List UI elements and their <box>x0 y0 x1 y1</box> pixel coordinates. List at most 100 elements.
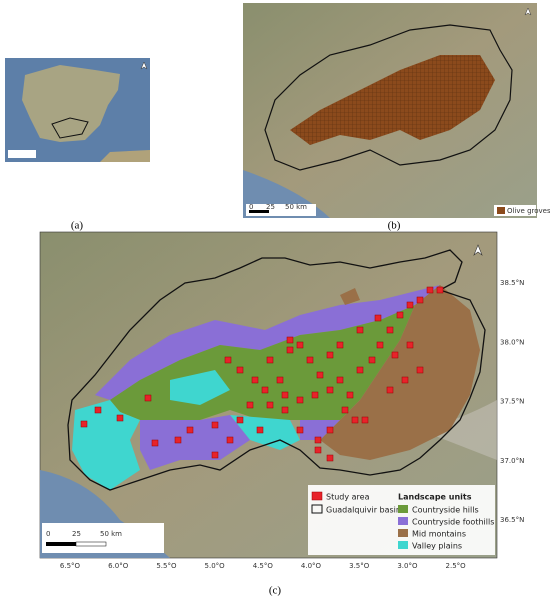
basin-outline <box>67 249 486 491</box>
iberia <box>22 65 120 142</box>
study-area <box>351 416 359 424</box>
study-area <box>116 414 124 422</box>
study-area <box>391 351 399 359</box>
legend-title: Landscape units <box>398 493 472 502</box>
study-area <box>356 326 364 334</box>
study-area <box>314 446 322 454</box>
scale-bar-fill <box>46 542 76 546</box>
scale-label: 0 <box>46 530 50 538</box>
lon-label: 5.5°O <box>156 562 177 570</box>
study-area <box>211 451 219 459</box>
study-area <box>401 376 409 384</box>
study-area <box>151 439 159 447</box>
north-arrow <box>140 61 148 70</box>
legend-swatch <box>398 541 408 549</box>
study-area <box>314 436 322 444</box>
study-area <box>211 421 219 429</box>
panel-label: (b) <box>388 220 401 232</box>
lat-label: 36.5°N <box>500 516 524 524</box>
scale-label: 25 <box>266 203 275 211</box>
study-area <box>396 311 404 319</box>
mountains <box>420 400 497 460</box>
study-area <box>236 416 244 424</box>
study-area <box>436 286 444 294</box>
study-area <box>416 296 424 304</box>
lon-label: 4.5°O <box>253 562 274 570</box>
study-area <box>326 386 334 394</box>
study-area <box>426 286 434 294</box>
olive-groves <box>290 55 495 145</box>
study-area <box>251 376 259 384</box>
study-area <box>341 406 349 414</box>
lon-label: 6.0°O <box>108 562 129 570</box>
study-area <box>94 406 102 414</box>
study-area <box>311 391 319 399</box>
countryside-foothills <box>95 285 440 400</box>
scale-bar <box>8 150 36 158</box>
legend-swatch <box>497 207 505 214</box>
study-area <box>296 341 304 349</box>
legend-swatch <box>311 504 323 514</box>
panel-b: 0 25 50 km Olive groves (b) <box>243 3 550 232</box>
study-area <box>406 301 414 309</box>
legend-swatch <box>311 491 323 501</box>
study-area <box>296 396 304 404</box>
study-area-points <box>80 286 444 462</box>
lat-label: 38.0°N <box>500 338 524 346</box>
study-area <box>326 426 334 434</box>
lat-label: 37.5°N <box>500 398 524 406</box>
study-area <box>416 366 424 374</box>
lon-label: 3.5°O <box>349 562 370 570</box>
study-area <box>281 391 289 399</box>
panel-label: (a) <box>71 220 84 232</box>
lat-label: 37.0°N <box>500 457 524 465</box>
legend-label: Guadalquivir basin <box>326 506 401 515</box>
legend-swatch <box>398 529 408 537</box>
legend-units: Countryside hills Countryside foothills Mi… <box>398 505 494 551</box>
study-area <box>174 436 182 444</box>
legend-swatch <box>398 505 408 513</box>
north-arrow <box>524 7 532 16</box>
study-area <box>286 346 294 354</box>
study-area <box>261 386 269 394</box>
study-area <box>356 366 364 374</box>
legend-label: Countryside foothills <box>412 518 494 527</box>
study-area <box>306 356 314 364</box>
study-area <box>226 436 234 444</box>
legend-label: Countryside hills <box>412 506 479 515</box>
study-area <box>144 394 152 402</box>
study-area <box>326 454 334 462</box>
study-area <box>266 356 274 364</box>
study-area <box>336 376 344 384</box>
lon-label: 2.5°O <box>446 562 467 570</box>
study-area <box>361 416 369 424</box>
study-area <box>326 351 334 359</box>
study-area <box>276 376 284 384</box>
study-area <box>386 326 394 334</box>
lon-label: 5.0°O <box>205 562 226 570</box>
study-area <box>186 426 194 434</box>
scale-label: 50 km <box>285 203 307 211</box>
africa <box>100 150 150 162</box>
panel-label: (c) <box>269 585 282 597</box>
legend-label: Olive groves <box>507 207 550 215</box>
scale-label: 50 km <box>100 530 122 538</box>
graticule-labels: 38.5°N 38.0°N 37.5°N 37.0°N 36.5°N 6.5°O 6.0°O… <box>60 279 524 570</box>
legend-swatch <box>398 517 408 525</box>
study-area <box>374 314 382 322</box>
study-area <box>236 366 244 374</box>
study-area <box>286 336 294 344</box>
lon-label: 4.0°O <box>301 562 322 570</box>
scale-bar-fill <box>249 210 269 213</box>
study-area <box>336 341 344 349</box>
study-area <box>246 401 254 409</box>
lon-label: 6.5°O <box>60 562 81 570</box>
scale-bar-fill <box>75 541 107 547</box>
mid-mountains <box>340 288 360 305</box>
study-area <box>224 356 232 364</box>
study-area <box>368 356 376 364</box>
study-area <box>256 426 264 434</box>
lat-label: 38.5°N <box>500 279 524 287</box>
lon-label: 3.0°O <box>397 562 418 570</box>
